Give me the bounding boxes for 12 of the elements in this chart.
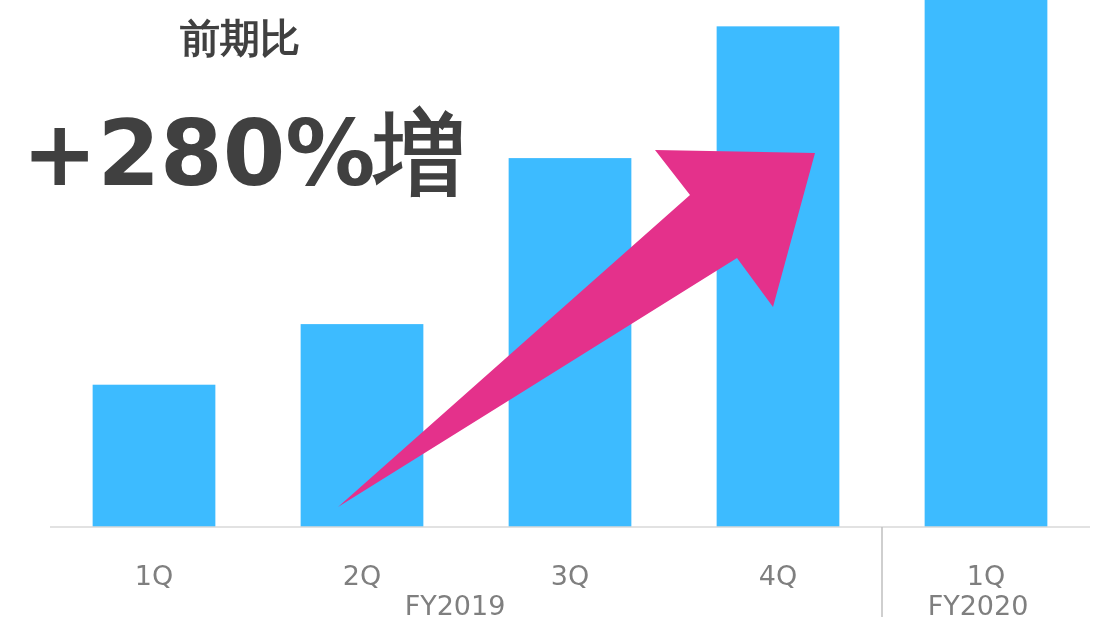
- x-tick-label: 3Q: [550, 560, 590, 591]
- x-tick-label: 4Q: [758, 560, 798, 591]
- x-tick-label: 2Q: [342, 560, 382, 591]
- chart-title: 前期比: [180, 15, 300, 61]
- bar: [300, 324, 424, 527]
- bar: [92, 384, 216, 527]
- text: +280%増: [22, 101, 466, 206]
- text: FY2019: [404, 590, 506, 621]
- text: FY2020: [927, 590, 1029, 621]
- x-tick-label: 1Q: [134, 560, 174, 591]
- bar: [924, 0, 1048, 527]
- x-tick-label: 1Q: [966, 560, 1006, 591]
